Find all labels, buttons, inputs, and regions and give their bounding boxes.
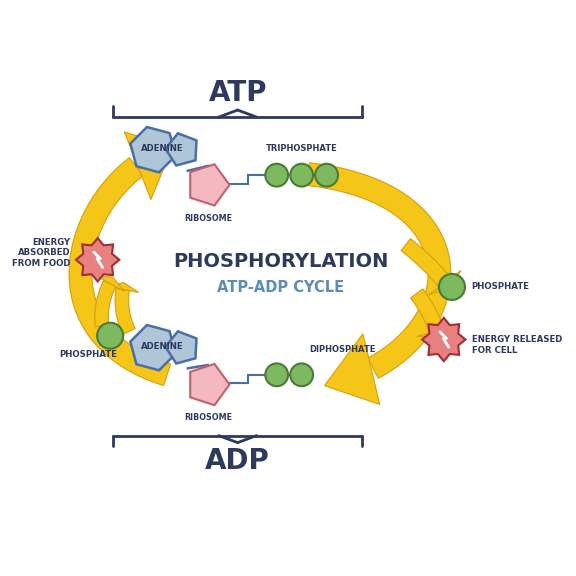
Text: ENERGY RELEASED
FOR CELL: ENERGY RELEASED FOR CELL [472,335,562,355]
Text: DIPHOSPHATE: DIPHOSPHATE [309,345,376,354]
Polygon shape [124,132,173,199]
Circle shape [97,323,123,348]
Polygon shape [190,164,229,206]
Text: PHOSPHORYLATION: PHOSPHORYLATION [173,252,389,271]
Polygon shape [418,327,456,337]
Polygon shape [190,364,229,405]
Polygon shape [411,289,444,334]
Text: ADENINE: ADENINE [142,342,184,351]
Text: PHOSPHATE: PHOSPHATE [59,350,118,359]
Polygon shape [69,158,170,386]
Text: ENERGY
ABSORBED
FROM FOOD: ENERGY ABSORBED FROM FOOD [12,238,70,268]
Polygon shape [115,289,135,335]
Text: ATP-ADP CYCLE: ATP-ADP CYCLE [218,281,344,295]
Polygon shape [165,133,196,165]
Polygon shape [429,271,461,295]
Circle shape [290,164,313,187]
Text: TRIPHOSPHATE: TRIPHOSPHATE [266,145,338,153]
Polygon shape [130,325,176,370]
Polygon shape [401,238,450,287]
Text: ATP: ATP [209,79,267,107]
Circle shape [266,363,288,386]
Polygon shape [76,238,119,282]
Circle shape [315,164,338,187]
Polygon shape [324,334,380,404]
Circle shape [439,274,465,300]
Circle shape [290,363,313,386]
Polygon shape [95,275,124,291]
Polygon shape [165,331,196,363]
Polygon shape [130,127,176,172]
Polygon shape [107,283,139,293]
Polygon shape [307,163,451,378]
Circle shape [266,164,288,187]
Text: ADENINE: ADENINE [142,143,184,153]
Text: ADP: ADP [205,446,270,475]
Polygon shape [422,318,465,361]
Text: RIBOSOME: RIBOSOME [184,214,232,223]
Text: PHOSPHATE: PHOSPHATE [471,282,529,291]
Text: RIBOSOME: RIBOSOME [184,413,232,422]
Polygon shape [95,281,116,327]
